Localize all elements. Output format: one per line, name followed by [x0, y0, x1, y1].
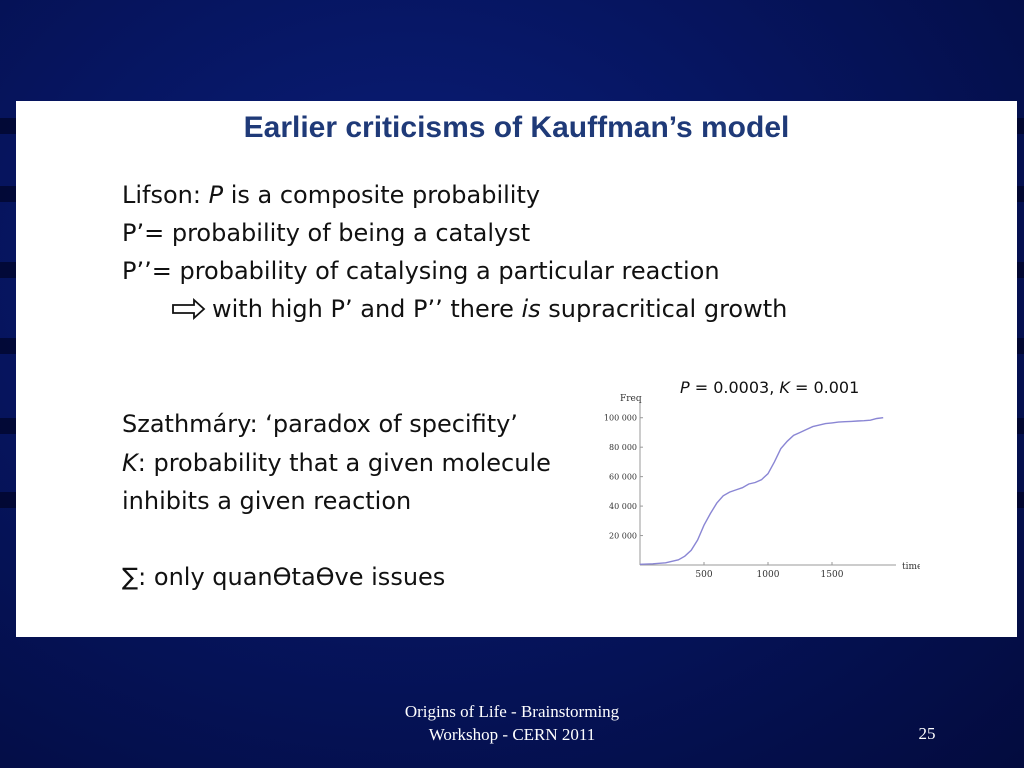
- footer-line-2: Workshop - CERN 2011: [428, 725, 596, 744]
- x-tick-label: 500: [695, 570, 712, 580]
- emphasis-is: is: [521, 295, 541, 323]
- text-line-k-cont: inhibits a given reaction: [122, 487, 412, 515]
- implication-text: with high P’ and P’’ there: [212, 295, 522, 323]
- y-tick-label: 20 000: [609, 532, 637, 541]
- y-tick-label: 40 000: [609, 502, 637, 511]
- implication-text-end: supracritical growth: [540, 295, 788, 323]
- x-axis-label: time: [902, 562, 920, 572]
- text-line-p-double-prime: P’’= probability of catalysing a particu…: [122, 257, 720, 285]
- series-line: [639, 417, 884, 565]
- footer-text: Origins of Life - Brainstorming Workshop…: [362, 700, 662, 746]
- page-number: 25: [918, 724, 936, 743]
- text-line-lifson: Lifson: P is a composite probability: [122, 181, 540, 209]
- slide-title: Earlier criticisms of Kauffman’s model: [243, 111, 790, 144]
- text-line-p-prime: P’= probability of being a catalyst: [122, 219, 531, 247]
- text-line-sigma: ∑: only quanƟtaƟve issues: [122, 563, 446, 591]
- footer-line-1: Origins of Life - Brainstorming: [404, 702, 620, 721]
- frequency-chart: P = 0.0003, K = 0.001 Freq time 500 1000 1…: [604, 378, 920, 580]
- text-line-k: K: probability that a given molecule: [122, 449, 551, 477]
- x-tick-label: 1500: [821, 570, 844, 580]
- k-text: : probability that a given molecule: [137, 449, 551, 477]
- lifson-label: Lifson:: [122, 181, 209, 209]
- text-line-implication: with high P’ and P’’ there is supracriti…: [172, 295, 787, 323]
- y-tick-label: 80 000: [609, 443, 637, 452]
- x-tick-label: 1000: [757, 570, 780, 580]
- slide-content-panel: Earlier criticisms of Kauffman’s model L…: [16, 101, 1017, 637]
- implies-arrow-icon: [172, 298, 206, 320]
- text-line-szathmary: Szathmáry: ‘paradox of specifity’: [122, 410, 518, 438]
- chart-annotation: P = 0.0003, K = 0.001: [680, 378, 859, 397]
- var-k: K: [122, 449, 138, 477]
- y-tick-label: 100 000: [604, 414, 637, 423]
- y-tick-label: 60 000: [609, 473, 637, 482]
- var-p: P: [208, 181, 224, 209]
- lifson-text: is a composite probability: [223, 181, 541, 209]
- y-axis-label: Freq: [620, 394, 642, 404]
